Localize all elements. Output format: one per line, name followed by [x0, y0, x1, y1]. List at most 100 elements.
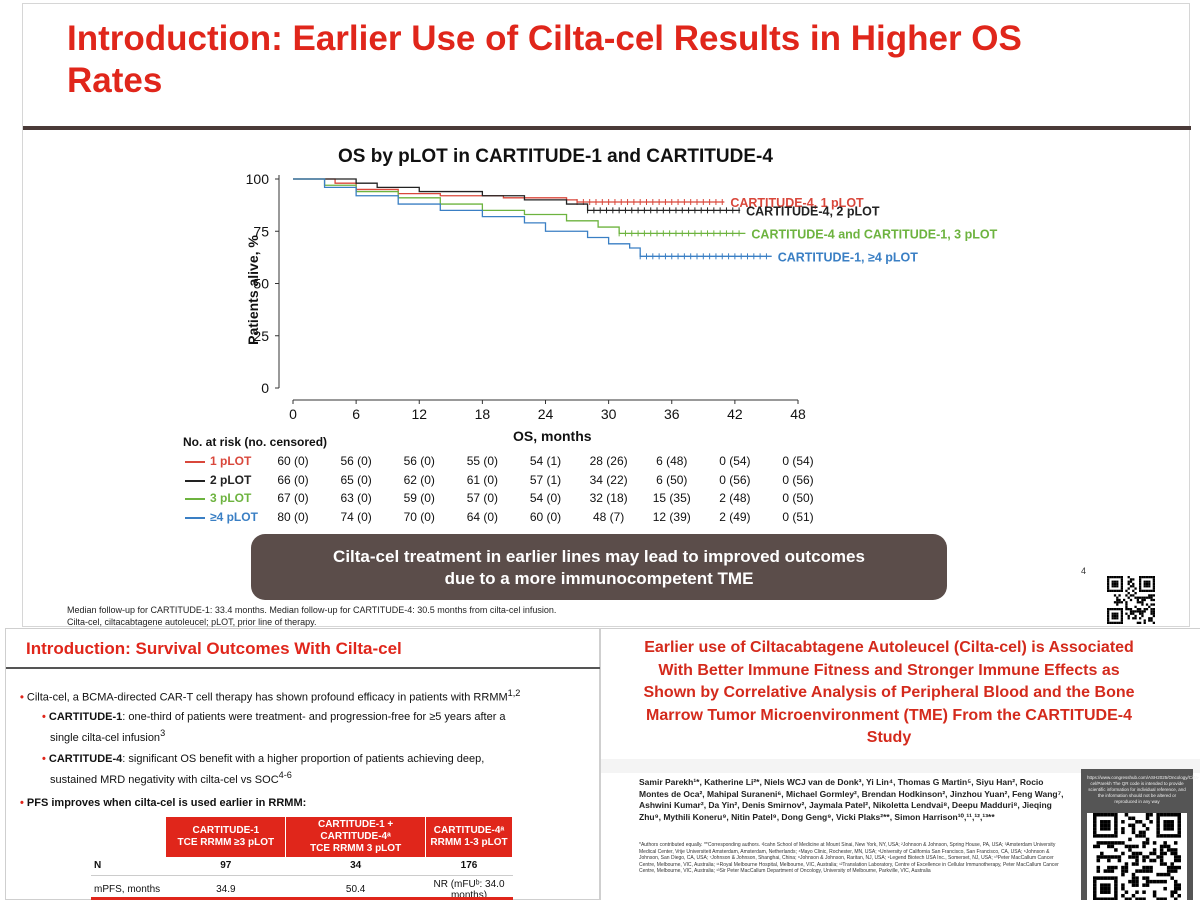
table-continuation-stripe [91, 897, 513, 900]
series-label: CARTITUDE-4, 2 pLOT [746, 204, 880, 218]
sub-bullet-cartitude-1: • CARTITUDE-1: one-third of patients wer… [42, 711, 506, 744]
risk-row-label: ≥4 pLOT [210, 509, 258, 524]
risk-cell: 57 (0) [466, 491, 499, 505]
affiliations: *Authors contributed equally. **Correspo… [639, 842, 1059, 874]
banner-line-2: due to a more immunocompetent TME [444, 569, 754, 588]
risk-row: 1 pLOT 60 (0) 56 (0) 56 (0) 55 (0) 54 (1) 28 (… [183, 453, 883, 471]
risk-row-swatch [185, 461, 205, 463]
pfs-header-cell: CARTITUDE-1 TCE RRMM ≥3 pLOT [165, 817, 287, 857]
risk-cell: 28 (26) [589, 454, 628, 468]
y-tick-label: 25 [253, 328, 269, 344]
x-tick-label: 0 [289, 406, 297, 422]
y-tick-label: 100 [246, 171, 270, 187]
km-curve [293, 178, 746, 234]
pfs-header-cell [91, 817, 167, 857]
series-label: CARTITUDE-4 and CARTITUDE-1, 3 pLOT [751, 227, 997, 241]
pfs-header-cell: CARTITUDE-4ᵃ RRMM 1-3 pLOT [425, 817, 513, 857]
risk-cell: 54 (1) [529, 454, 562, 468]
pfs-row: mPFS, months 34.9 50.4 NR (mFUᵇ: 34.0 month… [91, 875, 513, 900]
slide-title: Introduction: Earlier Use of Cilta-cel R… [67, 19, 1022, 100]
x-tick-label: 12 [411, 406, 427, 422]
risk-cell: 0 (56) [782, 472, 814, 487]
km-chart: 0 25 50 75 100 0 6 12 18 24 30 36 42 48 CARTITUDE-4, 1… [246, 171, 998, 422]
y-axis-label: Patients alive, % [244, 235, 261, 345]
pfs-cell: 34 [285, 857, 426, 876]
pfs-cell: mPFS, months [91, 875, 166, 900]
risk-row-swatch [185, 516, 205, 519]
qr-code-icon[interactable] [1087, 813, 1187, 900]
risk-cell: 12 (39) [652, 509, 691, 524]
risk-cell: 6 (48) [656, 454, 688, 468]
risk-cell: 70 (0) [403, 509, 435, 524]
series-label: CARTITUDE-1, ≥4 pLOT [778, 250, 919, 264]
risk-cell: 61 (0) [466, 472, 499, 487]
pfs-cell: 50.4 [285, 875, 426, 900]
qr-code-icon[interactable] [1095, 576, 1167, 624]
risk-cell: 0 (50) [782, 491, 814, 505]
risk-cell: 57 (1) [529, 472, 562, 487]
x-axis-label: OS, months [513, 428, 592, 444]
bullet-pfs: • PFS improves when cilta-cel is used ea… [20, 797, 307, 809]
risk-cell: 2 (48) [719, 491, 751, 505]
risk-cell: 48 (7) [592, 509, 625, 524]
y-tick-label: 50 [253, 276, 269, 292]
risk-cell: 0 (54) [719, 454, 751, 468]
pfs-table-body: N 97 34 176 mPFS, months 34.9 50.4 NR (mFUᵇ: 34… [91, 857, 513, 900]
risk-row-swatch [185, 479, 205, 482]
risk-cell: 0 (54) [782, 454, 814, 468]
x-tick-label: 24 [538, 406, 554, 422]
qr-panel: https://www.congresshub.com/ASH2025/Onco… [1081, 769, 1200, 900]
risk-row: ≥4 pLOT 80 (0) 74 (0) 70 (0) 64 (0) 60 (0) 48 … [183, 509, 883, 527]
risk-cell: 60 (0) [277, 454, 309, 468]
top-slide: Introduction: Earlier Use of Cilta-cel R… [22, 3, 1191, 627]
title-divider [6, 667, 601, 669]
risk-cell: 34 (22) [589, 472, 628, 487]
km-curve [293, 178, 772, 257]
risk-cell: 0 (51) [782, 509, 814, 524]
risk-row: 2 pLOT 66 (0) 65 (0) 62 (0) 61 (0) 57 (1) 34 (… [183, 472, 883, 490]
risk-cell: 74 (0) [340, 509, 372, 524]
risk-cell: 2 (49) [719, 509, 751, 524]
risk-cell: 60 (0) [529, 509, 562, 524]
risk-cell: 62 (0) [403, 472, 435, 487]
risk-row: 3 pLOT 67 (0) 63 (0) 59 (0) 57 (0) 54 (0) 32 (… [183, 490, 883, 508]
pfs-cell: N [91, 857, 166, 876]
slide-title: Introduction: Survival Outcomes With Cil… [26, 639, 402, 658]
pfs-header-cell: CARTITUDE-1 + CARTITUDE-4ᵃ TCE RRMM 3 pLO… [285, 817, 427, 857]
author-list: Samir Parekh¹*, Katherine Li²*, Niels WC… [639, 777, 1064, 822]
series-label: CARTITUDE-4, 1 pLOT [730, 196, 864, 210]
banner-line-1: Cilta-cel treatment in earlier lines may… [333, 547, 865, 566]
x-tick-label: 18 [475, 406, 491, 422]
sub-bullet-cartitude-4: • CARTITUDE-4: significant OS benefit wi… [42, 753, 485, 786]
qr-disclaimer: https://www.congresshub.com/ASH2025/Onco… [1087, 775, 1200, 804]
risk-cell: 63 (0) [340, 491, 372, 505]
pfs-table: CARTITUDE-1 TCE RRMM ≥3 pLOT CARTITUDE-1 +… [91, 817, 513, 900]
km-curve [293, 178, 741, 211]
risk-cell: 55 (0) [466, 454, 499, 468]
risk-cell: 56 (0) [340, 454, 372, 468]
risk-row-label: 1 pLOT [210, 454, 252, 468]
pfs-cell: 176 [425, 857, 513, 876]
page-number: 4 [1081, 566, 1087, 576]
risk-cell: 66 (0) [277, 472, 309, 487]
x-tick-label: 6 [352, 406, 360, 422]
y-tick-label: 75 [253, 223, 269, 239]
pfs-table-header-row: CARTITUDE-1 TCE RRMM ≥3 pLOT CARTITUDE-1 +… [91, 817, 513, 857]
risk-cell: 54 (0) [529, 491, 562, 505]
risk-cell: 6 (50) [656, 472, 688, 487]
risk-cell: 0 (56) [719, 472, 751, 487]
risk-cell: 32 (18) [589, 491, 628, 505]
risk-cell: 64 (0) [466, 509, 499, 524]
pfs-cell: 34.9 [165, 875, 286, 900]
title-divider [23, 126, 1191, 130]
risk-cell: 15 (35) [652, 491, 691, 505]
x-tick-label: 48 [790, 406, 806, 422]
poster-title: Earlier use of Ciltacabtagene Autoleucel… [643, 639, 1135, 746]
x-tick-label: 42 [727, 406, 743, 422]
risk-table-header: No. at risk (no. censored) [183, 435, 328, 449]
pfs-cell: 97 [165, 857, 286, 876]
bullet-efficacy: • Cilta-cel, a BCMA-directed CAR-T cell … [20, 688, 521, 704]
conclusion-banner: Cilta-cel treatment in earlier lines may… [251, 534, 947, 600]
chart-title: OS by pLOT in CARTITUDE-1 and CARTITUDE-… [338, 146, 773, 167]
risk-row-swatch [185, 498, 205, 500]
